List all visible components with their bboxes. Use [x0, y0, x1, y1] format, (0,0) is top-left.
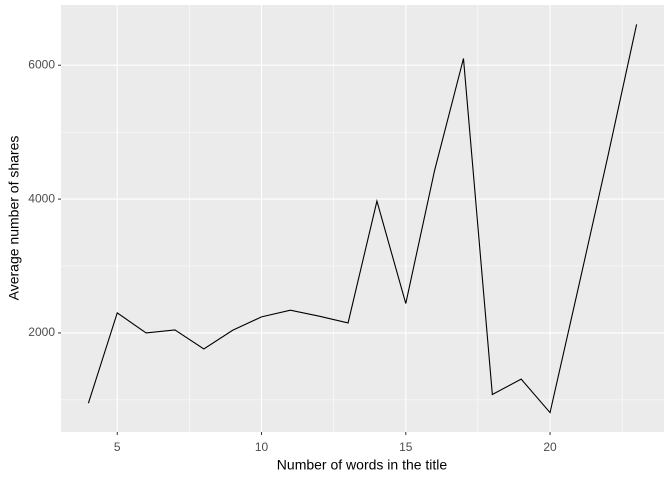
data-line [87, 24, 638, 414]
x-tick-label: 15 [399, 440, 413, 454]
y-tick-label: 4000 [28, 191, 55, 205]
x-tick-label: 20 [543, 440, 557, 454]
y-axis-title: Average number of shares [6, 136, 22, 301]
x-axis-title: Number of words in the title [277, 457, 448, 473]
y-tick-label: 6000 [28, 57, 55, 71]
y-tick-label: 2000 [28, 325, 55, 339]
x-tick-label: 5 [114, 440, 121, 454]
x-tick-label: 10 [255, 440, 269, 454]
plot-background [61, 5, 664, 432]
